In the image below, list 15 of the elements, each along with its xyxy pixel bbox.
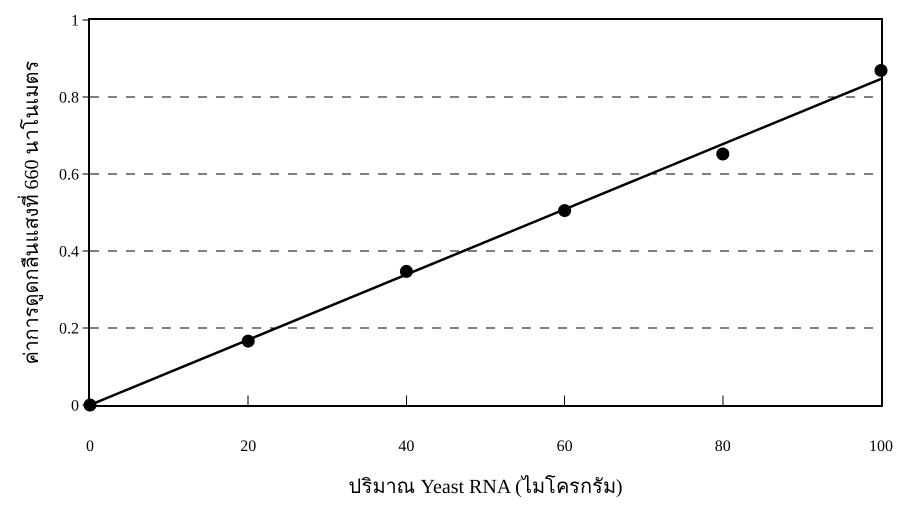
y-tick-label: 0.2 — [59, 320, 80, 338]
x-tick-label: 80 — [714, 438, 731, 455]
x-tick-label: 100 — [869, 438, 893, 455]
x-tick-label: 0 — [86, 438, 94, 455]
y-axis-title: ค่าการดูดกลืนแสงที่ 660 นาโนเมตร — [17, 60, 44, 364]
y-tick-label: 0.8 — [59, 90, 80, 107]
x-tick-label: 40 — [398, 438, 414, 455]
x-tick-label: 60 — [556, 438, 573, 455]
point — [716, 147, 730, 160]
x-tick-label: 20 — [240, 438, 256, 455]
x-axis-title: ปริมาณ Yeast RNA (ไมโครกรัม) — [348, 474, 622, 498]
y-tick-label: 0 — [71, 398, 80, 415]
y-tick-label: 0.6 — [59, 166, 80, 184]
y-tick-label: 0.4 — [59, 244, 80, 261]
y-tick-label: 1 — [71, 12, 80, 30]
